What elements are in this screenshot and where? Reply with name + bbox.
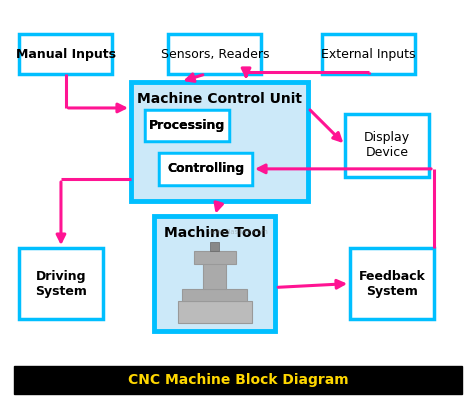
Text: Sensors, Readers: Sensors, Readers (161, 48, 269, 61)
FancyBboxPatch shape (131, 82, 308, 200)
Text: Controlling: Controlling (167, 162, 244, 175)
FancyBboxPatch shape (168, 34, 262, 74)
Text: Processing: Processing (149, 119, 225, 132)
FancyBboxPatch shape (210, 243, 219, 251)
Text: Processing: Processing (149, 119, 225, 132)
FancyBboxPatch shape (145, 109, 229, 141)
FancyBboxPatch shape (194, 251, 236, 264)
FancyBboxPatch shape (322, 34, 415, 74)
FancyBboxPatch shape (346, 113, 429, 177)
Text: Controlling: Controlling (167, 162, 244, 175)
FancyBboxPatch shape (159, 153, 252, 185)
FancyBboxPatch shape (19, 34, 112, 74)
FancyBboxPatch shape (159, 153, 252, 185)
Text: Driving
System: Driving System (35, 269, 87, 298)
FancyBboxPatch shape (14, 366, 462, 394)
FancyBboxPatch shape (182, 290, 247, 301)
FancyBboxPatch shape (350, 248, 434, 319)
Text: Machine Control Unit: Machine Control Unit (137, 92, 302, 106)
Text: Manual Inputs: Manual Inputs (16, 48, 116, 61)
Text: Machine Tool: Machine Tool (164, 226, 266, 240)
FancyBboxPatch shape (19, 248, 103, 319)
FancyBboxPatch shape (178, 301, 252, 323)
Text: Feedback
System: Feedback System (358, 269, 425, 298)
FancyBboxPatch shape (203, 262, 227, 290)
Text: External Inputs: External Inputs (321, 48, 416, 61)
Text: Display
Device: Display Device (364, 131, 410, 159)
Text: www.flashez.com: www.flashez.com (208, 229, 268, 235)
FancyBboxPatch shape (145, 109, 229, 141)
FancyBboxPatch shape (154, 216, 275, 331)
Text: CNC Machine Block Diagram: CNC Machine Block Diagram (128, 373, 348, 387)
